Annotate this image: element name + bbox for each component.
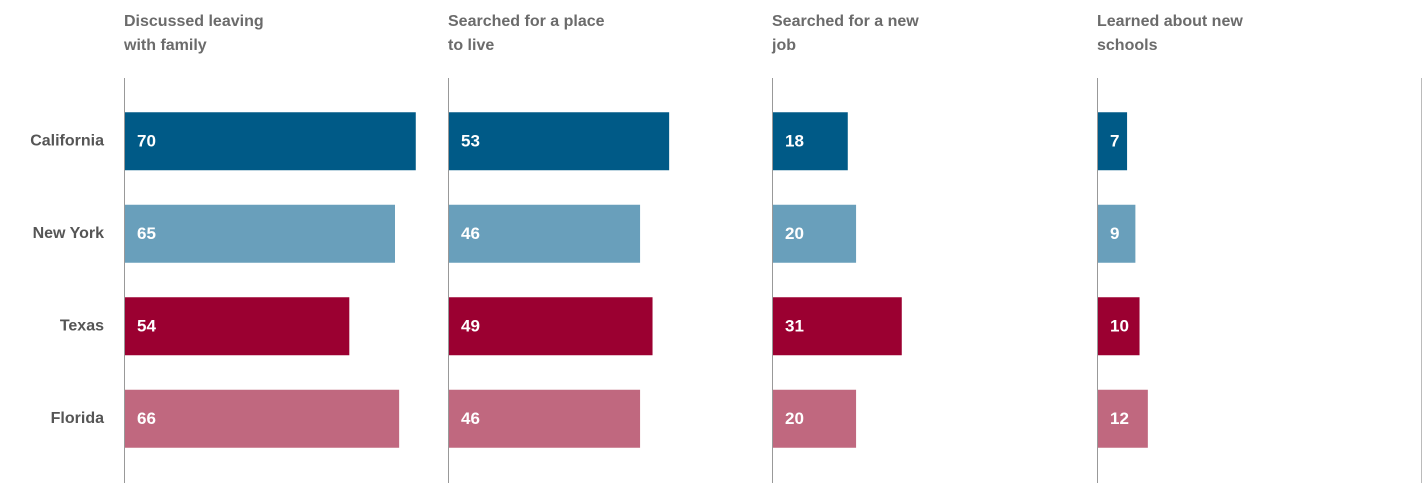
bar [1098,204,1136,263]
bar [773,112,848,171]
bar [125,112,416,171]
category-label: New York [33,225,105,242]
value-label: 66 [137,409,156,428]
panel-title: Searched for a new job [771,13,919,54]
value-label: 54 [137,317,156,336]
value-label: 65 [137,224,156,243]
value-label: 31 [785,317,804,336]
bar [125,389,400,448]
bar [449,389,641,448]
value-label: 46 [461,409,480,428]
value-label: 49 [461,317,480,336]
bar [1098,112,1128,171]
panel-title: Discussed leaving with family [123,13,264,54]
bar [1098,389,1148,448]
value-label: 46 [461,224,480,243]
category-label: California [30,132,104,149]
value-label: 7 [1110,132,1119,151]
bar [125,297,350,356]
bar [1098,297,1140,356]
bar [449,112,670,171]
panel-title: Learned about new schools [1097,13,1243,54]
bar [125,204,395,263]
category-label: Florida [51,410,104,427]
bar [773,297,902,356]
bar [773,204,857,263]
value-label: 18 [785,132,804,151]
panel-title: Searched for a place to live [448,13,605,54]
value-label: 70 [137,132,156,151]
value-label: 53 [461,132,480,151]
value-label: 10 [1110,317,1129,336]
category-label: Texas [60,317,104,334]
value-label: 9 [1110,224,1119,243]
bar [449,204,641,263]
bar [449,297,653,356]
value-label: 20 [785,224,804,243]
bar [773,389,857,448]
value-label: 20 [785,409,804,428]
value-label: 12 [1110,409,1129,428]
